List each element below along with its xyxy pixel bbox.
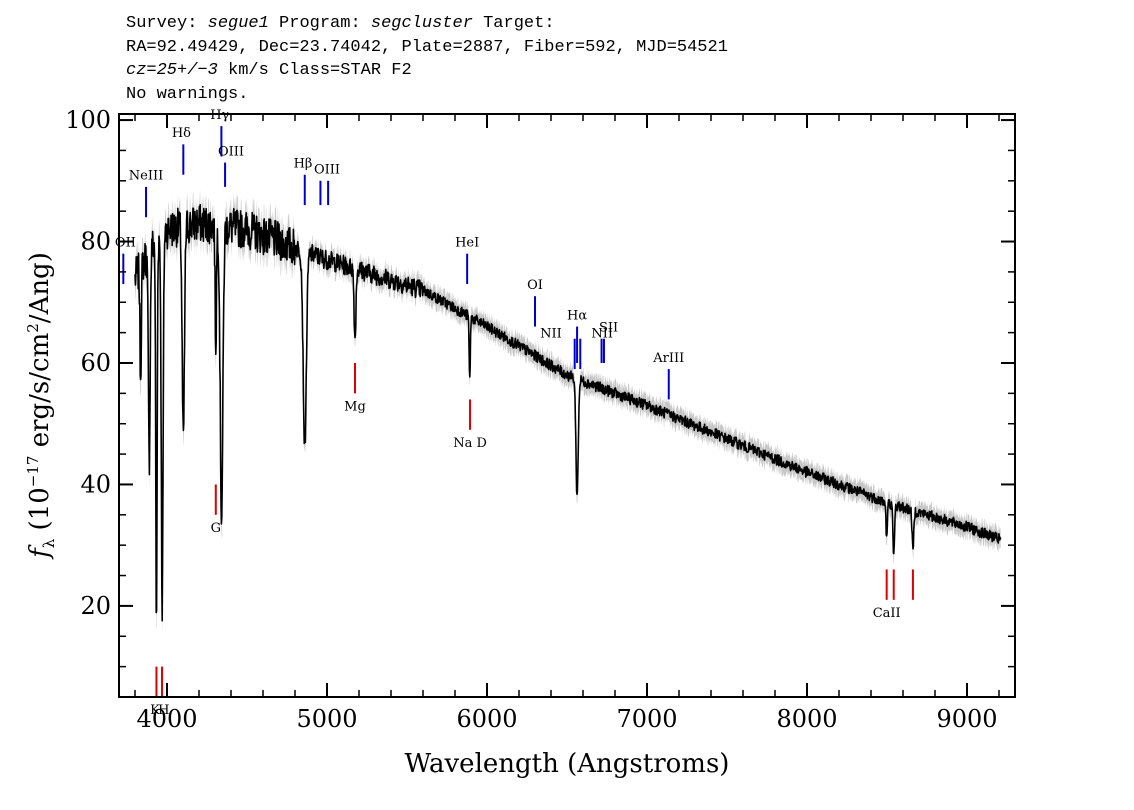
- x-tick-label: 8000: [776, 705, 837, 733]
- y-tick-label: 20: [80, 592, 111, 620]
- plot-frame: [118, 113, 1016, 698]
- emission-line-label: OII: [115, 236, 136, 251]
- emission-line-label: OIII: [314, 163, 340, 178]
- x-axis-title: Wavelength (Angstroms): [405, 749, 730, 779]
- emission-line-label: HeI: [455, 236, 479, 251]
- error-band: [135, 188, 1001, 637]
- y-axis-title-unit-c: /Ang): [25, 252, 55, 323]
- header-survey-value: segue1: [207, 14, 269, 33]
- header-redshift: cz=25+/−3: [126, 61, 218, 80]
- emission-line-label: NII: [540, 327, 562, 342]
- x-tick-label: 9000: [936, 705, 997, 733]
- emission-line-label: SII: [599, 321, 618, 336]
- emission-line-label: Hγ: [210, 108, 229, 123]
- absorption-line-label: CaII: [873, 606, 901, 621]
- emission-line-label: OI: [527, 278, 543, 293]
- x-tick-label: 6000: [456, 705, 517, 733]
- emission-line-label: Hδ: [172, 126, 191, 141]
- y-tick-label: 80: [80, 228, 111, 256]
- emission-line-label: ArIII: [652, 351, 684, 366]
- y-axis-title: fλ (10−17 erg/s/cm2/Ang): [24, 252, 58, 560]
- emission-line-label: Hβ: [294, 157, 313, 172]
- x-tick-label: 7000: [616, 705, 677, 733]
- y-tick-label: 60: [80, 349, 111, 377]
- absorption-line-label: K: [150, 703, 160, 718]
- y-axis-title-unit-a: (10: [25, 487, 55, 539]
- x-tick-label: 4000: [136, 705, 197, 733]
- emission-line-label: OIII: [218, 144, 244, 159]
- header-target-label: Target:: [472, 14, 555, 33]
- header-class: km/s Class=STAR F2: [217, 61, 412, 80]
- axis-ticks: 4000 5000 6000 7000 8000 9000 20 40 60 80 100: [65, 106, 1015, 733]
- y-axis-title-lambda: λ: [40, 538, 58, 548]
- absorption-line-label: Na D: [453, 436, 487, 451]
- y-tick-label: 100: [65, 106, 111, 134]
- header-program-value: segcluster: [370, 14, 473, 33]
- y-axis-title-exp: −17: [24, 456, 42, 488]
- flux-series: [134, 203, 1002, 622]
- absorption-line-label: H: [158, 703, 169, 718]
- error-band-area: [135, 188, 1001, 637]
- y-axis-title-unit-b: erg/s/cm: [25, 333, 55, 456]
- y-axis-title-sq: 2: [24, 323, 42, 333]
- spectrum-header: Survey: segue1 Program: segcluster Targe…: [126, 12, 728, 106]
- emission-line-label: Hα: [567, 308, 587, 323]
- flux-line: [134, 203, 1002, 622]
- absorption-line-label: G: [211, 521, 221, 536]
- header-warnings: No warnings.: [126, 84, 249, 104]
- header-program-label: Program:: [268, 14, 371, 33]
- header-survey-label: Survey:: [126, 14, 208, 33]
- absorption-line-label: Mg: [344, 400, 366, 415]
- x-tick-label: 5000: [296, 705, 357, 733]
- emission-line-label: NII: [591, 327, 613, 342]
- y-tick-label: 40: [80, 470, 111, 498]
- emission-line-label: NeIII: [129, 169, 163, 184]
- header-coordinates: RA=92.49429, Dec=23.74042, Plate=2887, F…: [126, 37, 728, 57]
